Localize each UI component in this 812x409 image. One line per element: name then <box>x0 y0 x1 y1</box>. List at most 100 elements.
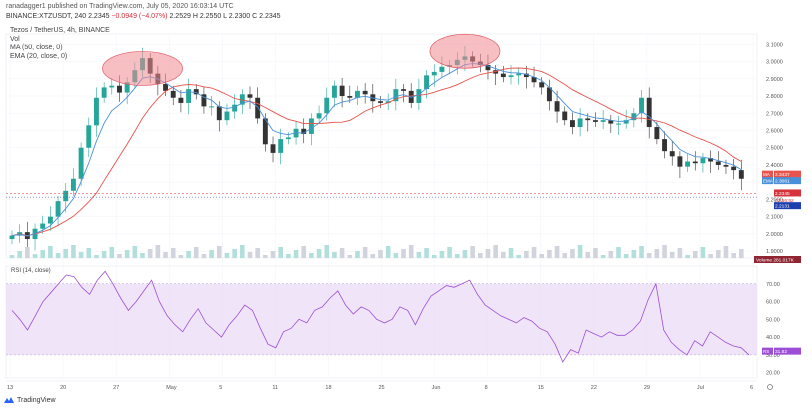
candle-body <box>47 216 53 224</box>
price-tick-label: 2.5000 <box>766 146 783 152</box>
rsi-tick-label: 40.00 <box>766 335 780 341</box>
candle-body <box>209 106 215 108</box>
candle-body <box>669 151 675 157</box>
candles-group <box>9 46 744 258</box>
volume-bar <box>94 255 99 258</box>
volume-bar <box>631 250 637 258</box>
volume-bar <box>585 252 591 258</box>
candle-body <box>508 75 514 78</box>
candle-body <box>301 128 307 134</box>
candle-body <box>224 111 230 121</box>
ohlc-values: 2.2529 H 2.2550 L 2.2300 C 2.2345 <box>169 13 281 20</box>
rsi-value-box <box>774 347 801 355</box>
candle-body <box>546 87 552 102</box>
time-tick-label: 8 <box>485 385 488 391</box>
volume-bar <box>662 245 667 258</box>
candle-body <box>355 90 360 98</box>
candle-body <box>393 89 399 102</box>
volume-bar <box>163 252 168 258</box>
volume-bar <box>332 252 337 258</box>
volume-bar <box>577 245 583 258</box>
ema-20-line <box>11 63 742 237</box>
candle-body <box>63 190 69 202</box>
volume-bar <box>201 254 207 258</box>
volume-bar <box>416 252 422 258</box>
volume-bar <box>170 248 176 258</box>
price-tick-label: 1.9000 <box>766 249 783 255</box>
volume-value: Volume 281.017K <box>756 258 795 264</box>
volume-bar <box>9 255 15 258</box>
time-tick-label: 6 <box>750 385 753 391</box>
volume-bar <box>685 255 690 258</box>
volume-bar <box>616 247 621 258</box>
volume-bar <box>393 253 399 258</box>
brand-footer: TradingView <box>4 396 56 404</box>
volume-bar <box>462 250 468 258</box>
settings-gear-icon <box>767 384 773 390</box>
candle-body <box>416 89 422 103</box>
time-tick-label: 22 <box>591 385 597 391</box>
volume-bar <box>25 247 30 258</box>
time-tick-label: 18 <box>325 385 331 391</box>
candle-body <box>408 90 414 103</box>
volume-bar <box>216 246 222 258</box>
volume-bar <box>247 252 253 258</box>
candle-body <box>608 120 614 124</box>
volume-bar <box>639 246 644 258</box>
volume-bar <box>286 254 291 258</box>
volume-bar <box>293 250 299 258</box>
indicator-legend: Tezos / TetherUS, 4h, BINANCE Vol MA (50… <box>10 27 110 61</box>
time-tick-label: 13 <box>7 385 13 391</box>
candle-body <box>431 71 437 76</box>
candle-body <box>723 164 729 167</box>
volume-bar <box>370 254 376 258</box>
candle-body <box>715 161 721 165</box>
price-tick-label: 2.9000 <box>766 77 783 83</box>
volume-bar <box>209 250 214 258</box>
time-tick-label: May <box>166 385 177 391</box>
volume-bar <box>669 252 675 258</box>
candle-body <box>708 158 714 162</box>
rsi-tick-label: 50.00 <box>766 317 780 323</box>
candle-body <box>685 161 691 167</box>
candle-body <box>616 123 621 125</box>
volume-bar <box>78 252 84 258</box>
volume-bar <box>86 248 92 258</box>
volume-bar <box>654 249 660 258</box>
candle-body <box>124 82 130 93</box>
volume-bar <box>193 247 199 258</box>
volume-bar <box>378 250 383 258</box>
volume-bar <box>424 248 429 258</box>
candle-body <box>731 166 737 171</box>
candle-body <box>270 144 276 153</box>
volume-bar <box>224 253 230 258</box>
candle-body <box>308 118 314 134</box>
candle-body <box>255 97 261 119</box>
candle-body <box>339 85 345 97</box>
ma-value-box <box>774 170 801 178</box>
candle-body <box>278 139 284 153</box>
candle-body <box>593 120 598 122</box>
last-price-value: 2.2345 <box>775 191 790 197</box>
volume-bar <box>431 255 437 258</box>
candle-body <box>662 139 668 152</box>
volume-bar <box>547 250 552 258</box>
volume-bar <box>447 247 452 258</box>
candle-body <box>585 118 591 121</box>
volume-bar <box>646 253 652 258</box>
top-marker-ellipse <box>429 33 501 69</box>
volume-bar <box>408 245 414 258</box>
volume-bar <box>362 247 368 258</box>
price-tick-label: 2.2000 <box>766 197 783 203</box>
ma-tag-label: MA <box>763 172 770 177</box>
candle-body <box>170 90 176 98</box>
candle-body <box>531 77 537 83</box>
candle-body <box>86 125 92 148</box>
candle-body <box>316 113 322 119</box>
volume-bar <box>232 249 237 258</box>
volume-bar <box>124 250 130 258</box>
rsi-value: 31.82 <box>775 349 787 355</box>
ema-value: 2.3061 <box>775 179 790 185</box>
price-tick-label: 3.1000 <box>766 42 783 48</box>
